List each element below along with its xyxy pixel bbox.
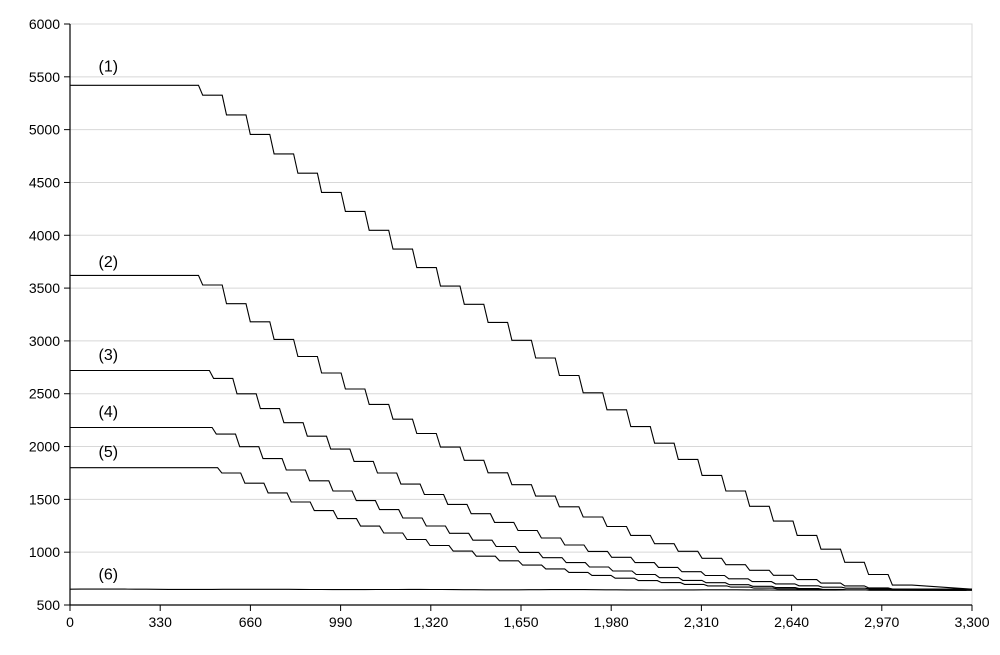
- y-tick-label: 4000: [29, 227, 60, 243]
- x-tick-label: 0: [66, 614, 74, 630]
- y-tick-label: 2000: [29, 439, 60, 455]
- series-label-1: (1): [98, 59, 118, 76]
- x-tick-label: 2,970: [864, 614, 899, 630]
- y-tick-label: 4500: [29, 174, 60, 190]
- y-tick-label: 2500: [29, 386, 60, 402]
- y-tick-label: 5000: [29, 122, 60, 138]
- y-tick-label: 3000: [29, 333, 60, 349]
- series-label-4: (4): [98, 404, 118, 421]
- y-tick-label: 5500: [29, 69, 60, 85]
- y-tick-label: 500: [37, 597, 61, 613]
- series-label-6: (6): [98, 567, 118, 584]
- line-chart: 0 330 660 990 1,320 1,650 1,980 2,310 2,640 2,970…: [8, 8, 992, 647]
- series-label-3: (3): [98, 347, 118, 364]
- chart-figure: 0 330 660 990 1,320 1,650 1,980 2,310 2,640 2,970…: [0, 0, 1000, 655]
- x-tick-label: 330: [149, 614, 173, 630]
- x-tick-label: 2,310: [684, 614, 719, 630]
- y-tick-label: 3500: [29, 280, 60, 296]
- series-label-2: (2): [98, 254, 118, 271]
- x-tick-label: 2,640: [774, 614, 809, 630]
- x-tick-label: 1,650: [503, 614, 538, 630]
- x-tick-label: 990: [329, 614, 353, 630]
- series-label-5: (5): [98, 444, 118, 461]
- y-tick-label: 6000: [29, 16, 60, 32]
- x-tick-label: 1,320: [413, 614, 448, 630]
- x-tick-label: 1,980: [594, 614, 629, 630]
- x-tick-label: 660: [239, 614, 263, 630]
- y-tick-label: 1000: [29, 544, 60, 560]
- y-tick-label: 1500: [29, 491, 60, 507]
- x-tick-label: 3,300: [954, 614, 989, 630]
